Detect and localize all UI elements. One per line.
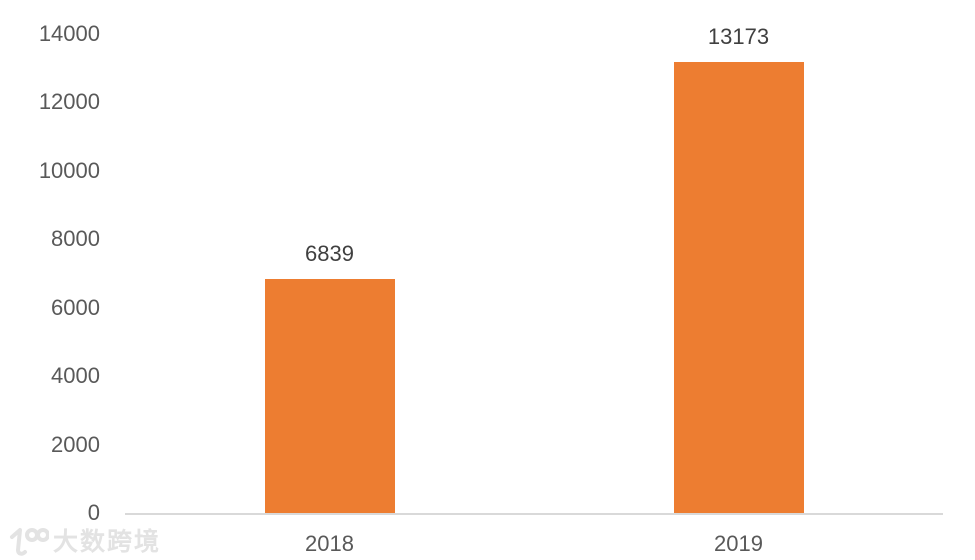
y-axis-tick-label: 14000 [38, 21, 100, 46]
y-axis-tick-label: 10000 [38, 157, 100, 183]
bar-value-label-2018: 6839 [305, 241, 354, 267]
x-axis-tick-label-2019: 2019 [714, 531, 763, 556]
x-axis-line [125, 513, 943, 515]
y-axis-tick-label: 2000 [51, 431, 100, 457]
y-axis-tick-label: 12000 [38, 89, 100, 115]
y-axis: 0 2000 4000 6000 8000 10000 12000 14000 [0, 0, 100, 560]
x-axis-tick-label-2018: 2018 [305, 531, 354, 556]
bar-2018 [264, 279, 395, 513]
y-axis-tick-label: 6000 [51, 294, 100, 320]
y-axis-tick-label: 8000 [51, 226, 100, 252]
y-axis-tick-label: 0 [87, 500, 100, 525]
bar-2019 [673, 62, 804, 513]
y-axis-tick-label: 4000 [51, 363, 100, 389]
bar-value-label-2019: 13173 [707, 24, 770, 50]
